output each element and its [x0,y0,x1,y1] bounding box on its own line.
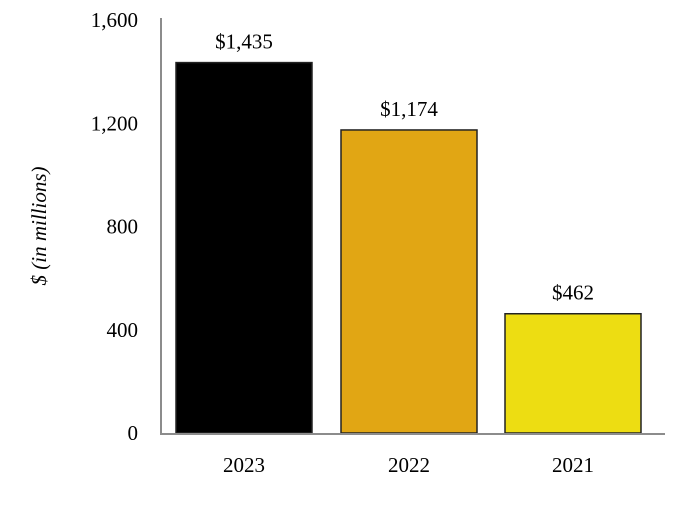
y-tick-label: 0 [128,421,139,445]
bar-2021 [504,312,642,434]
y-tick-label: 1,600 [91,8,138,32]
y-tick-label: 800 [107,215,139,239]
data-label: $462 [552,281,594,305]
bar-2023 [175,61,313,434]
y-tick-label: 400 [107,318,139,342]
x-tick-label: 2023 [223,453,265,477]
data-label: $1,435 [215,30,273,54]
y-axis-label: $ (in millions) [27,166,51,285]
x-tick-label: 2021 [552,453,594,477]
bar-2022 [340,129,478,434]
data-label: $1,174 [380,97,438,121]
y-tick-label: 1,200 [91,111,138,135]
x-tick-label: 2022 [388,453,430,477]
